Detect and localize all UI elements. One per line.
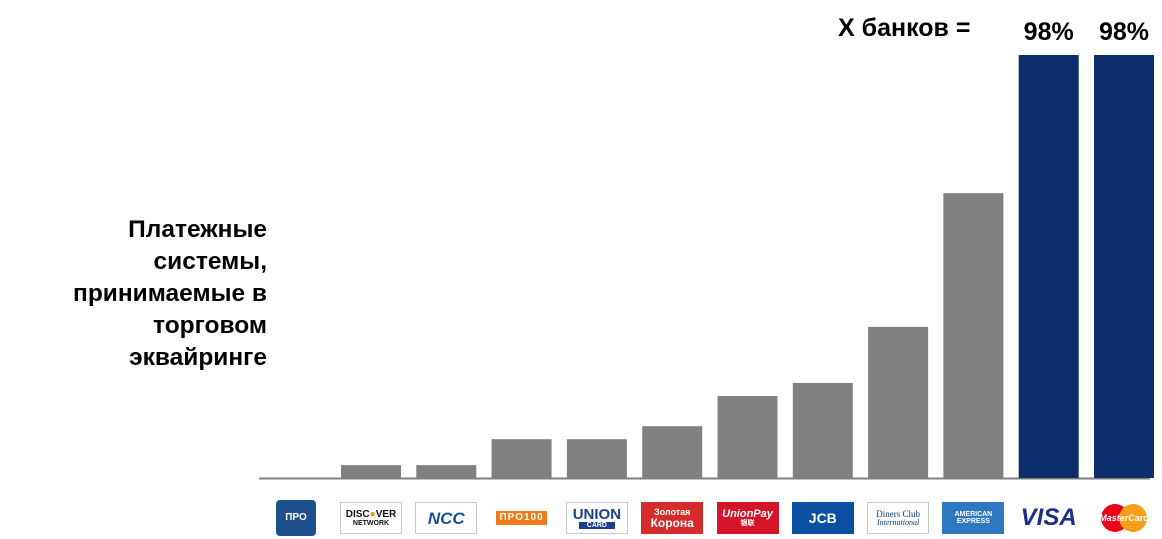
banks-annotation: Х банков = [838, 14, 971, 42]
bar-9 [943, 193, 1004, 478]
pro-card-icon: ПРО [276, 498, 316, 538]
side-label-line-1: Платежные [128, 216, 267, 243]
side-label-line-5: эквайринге [129, 344, 267, 371]
union-card-icon: UNION CARD [565, 498, 628, 538]
zolotaya-korona-icon: Золотая Корона [641, 498, 704, 538]
jcb-icon: JCB [791, 498, 854, 538]
side-label-line-4: торговом [153, 312, 267, 339]
side-label-line-3: принимаемые в [73, 280, 267, 307]
ncc-icon: NCC [415, 498, 478, 538]
bar-10 [1018, 55, 1079, 478]
pro100-icon: ПРО100 [490, 498, 553, 538]
bar-2 [416, 465, 477, 478]
unionpay-icon: UnionPay 银联 [716, 498, 779, 538]
bar-7 [792, 383, 853, 478]
bar-6 [717, 396, 778, 478]
visa-icon: VISA [1017, 498, 1080, 538]
bar-1 [341, 465, 401, 478]
y-axis-title: Платежные системы, принимаемые в торгово… [0, 214, 267, 374]
american-express-icon: AMERICAN EXPRESS [942, 498, 1005, 538]
side-label-line-2: системы, [153, 248, 267, 275]
bar-3 [491, 439, 552, 478]
mastercard-icon: MasterCard [1093, 498, 1155, 538]
data-label-10: 98% [1024, 18, 1074, 46]
bar-5 [642, 426, 703, 478]
bar-8 [868, 326, 929, 478]
bar-11 [1094, 55, 1154, 478]
discover-icon: DISC●VER NETWORK [340, 498, 402, 538]
data-label-11: 98% [1099, 18, 1149, 46]
bar-4 [566, 439, 627, 478]
diners-club-icon: Diners Club International [867, 498, 930, 538]
